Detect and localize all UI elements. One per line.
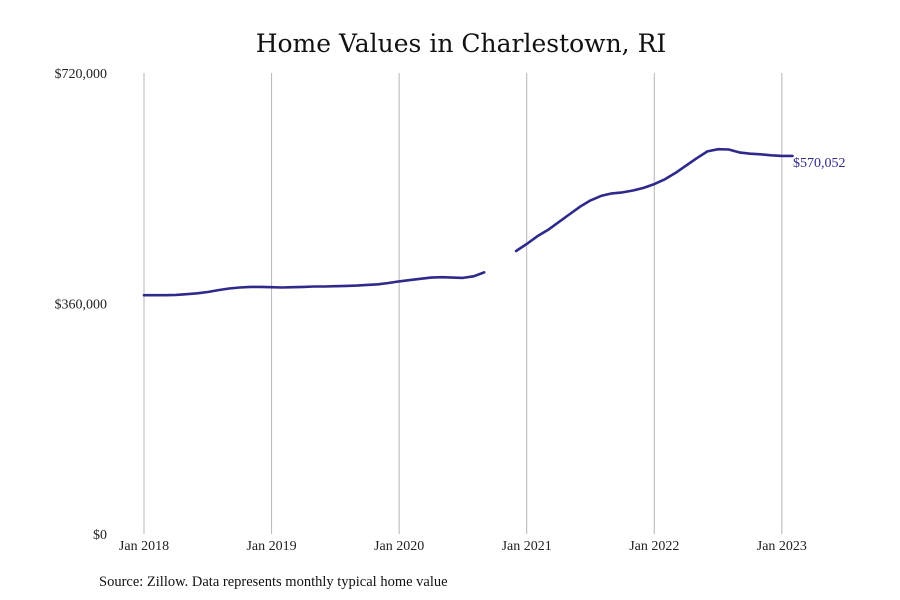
last-value-label: $570,052 <box>793 156 846 171</box>
series-line-segment-1 <box>514 147 794 253</box>
x-tick-label: Jan 2021 <box>502 539 552 554</box>
series-line-segment-0 <box>142 271 486 297</box>
y-tick-label: $360,000 <box>55 298 108 313</box>
y-axis-tick-labels: $0 $360,000 $720,000 <box>55 67 108 543</box>
source-note: Source: Zillow. Data represents monthly … <box>99 574 448 590</box>
vertical-gridlines <box>143 73 783 534</box>
x-axis-tick-labels: Jan 2018 Jan 2019 Jan 2020 Jan 2021 Jan 2022… <box>119 539 807 554</box>
x-tick-label: Jan 2023 <box>757 539 807 554</box>
x-tick-label: Jan 2020 <box>374 539 424 554</box>
x-tick-label: Jan 2019 <box>246 539 296 554</box>
x-tick-label: Jan 2018 <box>119 539 169 554</box>
y-tick-label: $0 <box>93 528 107 543</box>
series-lines <box>142 147 794 297</box>
x-tick-label: Jan 2022 <box>629 539 679 554</box>
y-tick-label: $720,000 <box>55 67 108 82</box>
chart-title: Home Values in Charlestown, RI <box>256 29 667 58</box>
